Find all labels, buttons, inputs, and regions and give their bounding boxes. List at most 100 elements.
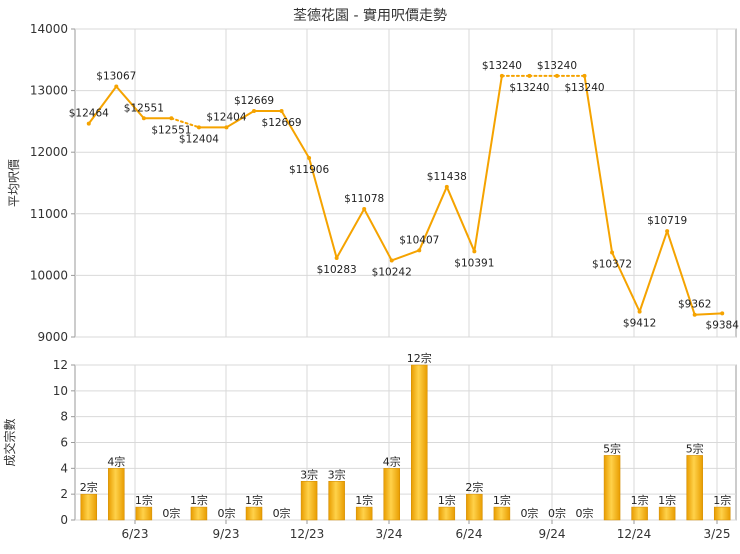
data-point xyxy=(499,73,504,78)
series-line-segment xyxy=(170,117,200,129)
data-point xyxy=(417,248,422,253)
chart-title: 荃德花園 - 實用呎價走勢 xyxy=(293,7,447,24)
y-tick-label: 12 xyxy=(53,358,68,372)
x-tick-label: 6/23 xyxy=(122,527,149,541)
y-tick-label: 14000 xyxy=(30,22,68,36)
data-label: $11906 xyxy=(289,164,329,176)
x-tick-label: 6/24 xyxy=(456,527,483,541)
data-label: $12669 xyxy=(262,117,302,129)
data-label: $10719 xyxy=(647,215,687,227)
bar-label: 1宗 xyxy=(135,493,153,507)
y-tick-label: 12000 xyxy=(30,145,68,159)
bar-label: 0宗 xyxy=(217,506,235,520)
bar xyxy=(411,364,428,521)
y-tick-label: 10 xyxy=(53,384,68,398)
bar xyxy=(466,493,483,521)
bar-label: 0宗 xyxy=(273,506,291,520)
y-axis-label: 平均呎價 xyxy=(7,159,21,207)
data-label: $13067 xyxy=(96,70,136,82)
bar-label: 1宗 xyxy=(658,493,676,507)
data-point xyxy=(252,108,257,113)
bar-label: 3宗 xyxy=(328,467,346,481)
data-point xyxy=(665,229,670,234)
data-point xyxy=(196,125,201,130)
y-tick-label: 2 xyxy=(60,487,68,501)
bar xyxy=(493,506,511,521)
data-label: $12464 xyxy=(69,108,109,120)
data-point xyxy=(114,84,119,89)
data-label: $12404 xyxy=(206,111,246,123)
series-line-segment xyxy=(611,251,641,313)
data-point xyxy=(582,73,587,78)
bar xyxy=(658,506,676,521)
data-point xyxy=(472,249,477,254)
data-point xyxy=(307,155,312,160)
bar-label: 1宗 xyxy=(631,493,649,507)
bar-label: 1宗 xyxy=(438,493,456,507)
data-point xyxy=(720,311,725,316)
x-tick-label: 3/25 xyxy=(704,527,731,541)
price-line-chart: 9000 10000 11000 12000 13000 14000 平均呎價 $12464 $… xyxy=(7,22,739,344)
data-label: $10283 xyxy=(317,264,357,276)
data-label: $9412 xyxy=(623,318,656,330)
bar xyxy=(355,506,373,521)
series-line-segment xyxy=(693,312,724,316)
bar xyxy=(383,468,400,521)
data-label: $10242 xyxy=(372,266,412,278)
bar-label: 0宗 xyxy=(520,506,538,520)
series-line-segment xyxy=(418,185,448,252)
y-axis-label: 成交宗數 xyxy=(2,418,17,466)
data-label: $12669 xyxy=(234,95,274,107)
series-line-segment xyxy=(308,156,338,259)
bar xyxy=(686,455,703,521)
y-tick-label: 8 xyxy=(60,410,68,424)
y-tick-label: 10000 xyxy=(30,268,68,282)
bar-label: 0宗 xyxy=(162,506,180,520)
series-line-segment xyxy=(363,207,393,262)
plot-area xyxy=(74,28,737,338)
y-tick-label: 11000 xyxy=(30,207,68,221)
series-line-segment xyxy=(335,207,366,259)
bar xyxy=(438,506,456,521)
data-point xyxy=(334,255,339,260)
series-line-segment xyxy=(445,185,476,253)
y-tick-label: 4 xyxy=(60,461,68,475)
data-label: $11438 xyxy=(427,171,467,183)
bar-label: 1宗 xyxy=(713,493,731,507)
data-label: $10407 xyxy=(399,234,439,246)
bar-label: 0宗 xyxy=(548,506,566,520)
bar-label: 1宗 xyxy=(245,493,263,507)
series-line-segment xyxy=(115,85,145,120)
bar-label: 3宗 xyxy=(300,467,318,481)
bar-label: 2宗 xyxy=(465,480,483,494)
data-point xyxy=(610,250,615,255)
data-point xyxy=(86,121,91,126)
data-label: $13240 xyxy=(509,82,549,94)
bar xyxy=(245,506,263,521)
data-point xyxy=(527,73,532,78)
data-label: $12404 xyxy=(179,133,219,145)
data-label: $10391 xyxy=(454,257,494,269)
data-point xyxy=(224,125,229,130)
bar-label: 2宗 xyxy=(80,480,98,494)
data-point xyxy=(637,309,642,314)
data-label: $12551 xyxy=(124,102,164,114)
data-point xyxy=(554,73,559,78)
data-label: $9384 xyxy=(706,319,740,331)
bar xyxy=(603,455,621,521)
bar xyxy=(135,506,153,521)
bar-label: 5宗 xyxy=(686,441,704,455)
y-tick-label: 6 xyxy=(60,436,68,450)
series-line-segment xyxy=(225,109,256,129)
data-label: $12551 xyxy=(151,124,191,136)
bar-label: 5宗 xyxy=(603,441,621,455)
bar-label: 4宗 xyxy=(107,454,125,468)
x-tick-label: 9/23 xyxy=(213,527,240,541)
data-point xyxy=(279,108,284,113)
bar xyxy=(190,506,208,521)
series-line-segment xyxy=(390,249,421,262)
series-line-segment xyxy=(583,74,614,254)
bar xyxy=(80,493,98,521)
